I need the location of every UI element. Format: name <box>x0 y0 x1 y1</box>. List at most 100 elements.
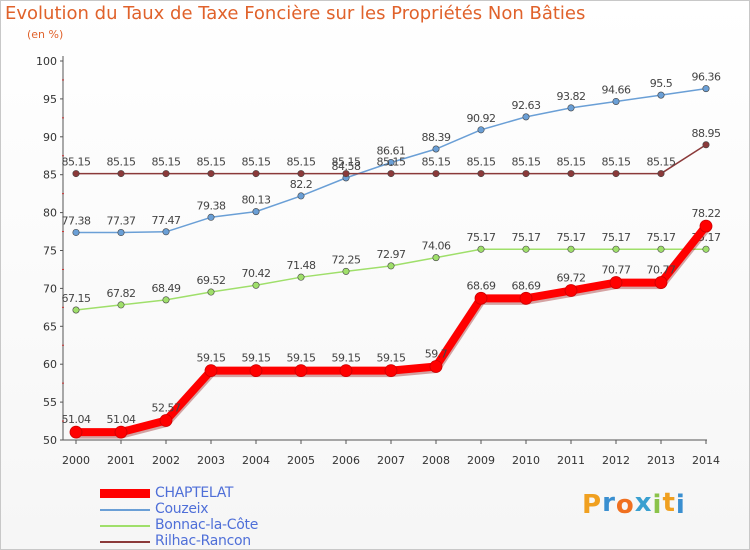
data-point <box>297 170 305 178</box>
data-label: 88.39 <box>422 131 451 144</box>
data-point <box>249 364 263 378</box>
y-tick-label: 60 <box>43 358 57 371</box>
data-point <box>612 97 620 105</box>
data-point <box>387 158 395 166</box>
y-tick-label: 65 <box>43 320 57 333</box>
data-point <box>522 170 530 178</box>
data-label: 68.49 <box>152 282 181 295</box>
y-tick-label: 70 <box>43 282 57 295</box>
y-tick-label: 90 <box>43 131 57 144</box>
data-point <box>252 170 260 178</box>
logo-letter: P <box>582 490 603 520</box>
legend-label: Couzeix <box>155 501 209 517</box>
data-label: 85.15 <box>557 156 586 169</box>
data-label: 51.04 <box>107 413 136 426</box>
data-label: 85.15 <box>332 156 361 169</box>
data-label: 69.72 <box>557 272 586 285</box>
data-label: 94.66 <box>602 83 631 96</box>
data-label: 67.15 <box>62 292 91 305</box>
legend-swatch <box>100 541 150 543</box>
data-label: 70.77 <box>602 264 631 277</box>
data-label: 75.17 <box>512 231 541 244</box>
data-point <box>654 276 668 289</box>
data-label: 51.04 <box>62 413 91 426</box>
data-label: 85.15 <box>377 156 406 169</box>
data-point <box>657 91 665 99</box>
x-tick-label: 2002 <box>152 454 180 467</box>
data-point <box>522 113 530 121</box>
data-point <box>114 425 128 439</box>
y-tick-label: 85 <box>43 169 57 182</box>
data-point <box>207 213 215 221</box>
legend-label: CHAPTELAT <box>155 485 234 501</box>
data-label: 59.7 <box>425 347 448 360</box>
data-point <box>339 364 353 378</box>
data-label: 95.5 <box>650 77 673 90</box>
logo-letter: t <box>662 488 676 518</box>
data-label: 59.15 <box>287 352 316 365</box>
data-point <box>477 126 485 134</box>
data-point <box>69 425 83 439</box>
data-label: 72.97 <box>377 248 406 261</box>
data-label: 75.17 <box>602 231 631 244</box>
data-label: 68.69 <box>512 279 541 292</box>
data-label: 92.63 <box>512 99 541 112</box>
data-point <box>567 104 575 112</box>
x-tick-label: 2001 <box>107 454 135 467</box>
data-label: 80.13 <box>242 194 271 207</box>
data-point <box>564 284 578 297</box>
data-label: 85.15 <box>512 156 541 169</box>
x-tick-label: 2005 <box>287 454 315 467</box>
legend-label: Rilhac-Rancon <box>155 533 251 549</box>
data-point <box>612 245 620 253</box>
logo-letter: i <box>652 490 663 520</box>
data-label: 79.38 <box>197 199 226 212</box>
data-point <box>117 301 125 309</box>
data-point <box>567 245 575 253</box>
data-point <box>387 262 395 270</box>
data-label: 85.15 <box>197 156 226 169</box>
data-point <box>702 245 710 253</box>
data-label: 74.06 <box>422 240 451 253</box>
data-point <box>432 145 440 153</box>
data-point <box>294 364 308 378</box>
data-label: 86.61 <box>377 144 406 157</box>
logo-letter: o <box>615 490 635 520</box>
data-label: 85.15 <box>62 156 91 169</box>
data-label: 70.77 <box>647 264 676 277</box>
data-label: 85.15 <box>467 156 496 169</box>
data-point <box>297 273 305 281</box>
y-tick-label: 95 <box>43 93 57 106</box>
data-label: 59.15 <box>332 352 361 365</box>
x-tick-label: 2006 <box>332 454 360 467</box>
data-label: 75.17 <box>557 231 586 244</box>
data-label: 90.92 <box>467 112 496 125</box>
data-label: 85.15 <box>287 156 316 169</box>
y-tick-label: 55 <box>43 396 57 409</box>
data-label: 93.82 <box>557 90 586 103</box>
data-label: 85.15 <box>107 156 136 169</box>
data-label: 68.69 <box>467 279 496 292</box>
data-point <box>702 85 710 93</box>
data-point <box>522 245 530 253</box>
data-point <box>432 170 440 178</box>
data-point <box>72 228 80 236</box>
data-label: 59.15 <box>197 352 226 365</box>
data-label: 85.15 <box>152 156 181 169</box>
x-tick-label: 2010 <box>512 454 540 467</box>
data-point <box>297 192 305 200</box>
data-label: 71.48 <box>287 259 316 272</box>
data-label: 82.2 <box>290 178 313 191</box>
data-point <box>477 245 485 253</box>
data-label: 67.82 <box>107 287 136 300</box>
data-point <box>117 170 125 178</box>
data-label: 84.58 <box>332 160 361 173</box>
data-label: 59.15 <box>377 352 406 365</box>
data-point <box>429 360 443 373</box>
x-tick-label: 2004 <box>242 454 270 467</box>
data-point <box>72 170 80 178</box>
x-tick-label: 2012 <box>602 454 630 467</box>
x-tick-label: 2003 <box>197 454 225 467</box>
chart-unit: (en %) <box>27 28 64 41</box>
